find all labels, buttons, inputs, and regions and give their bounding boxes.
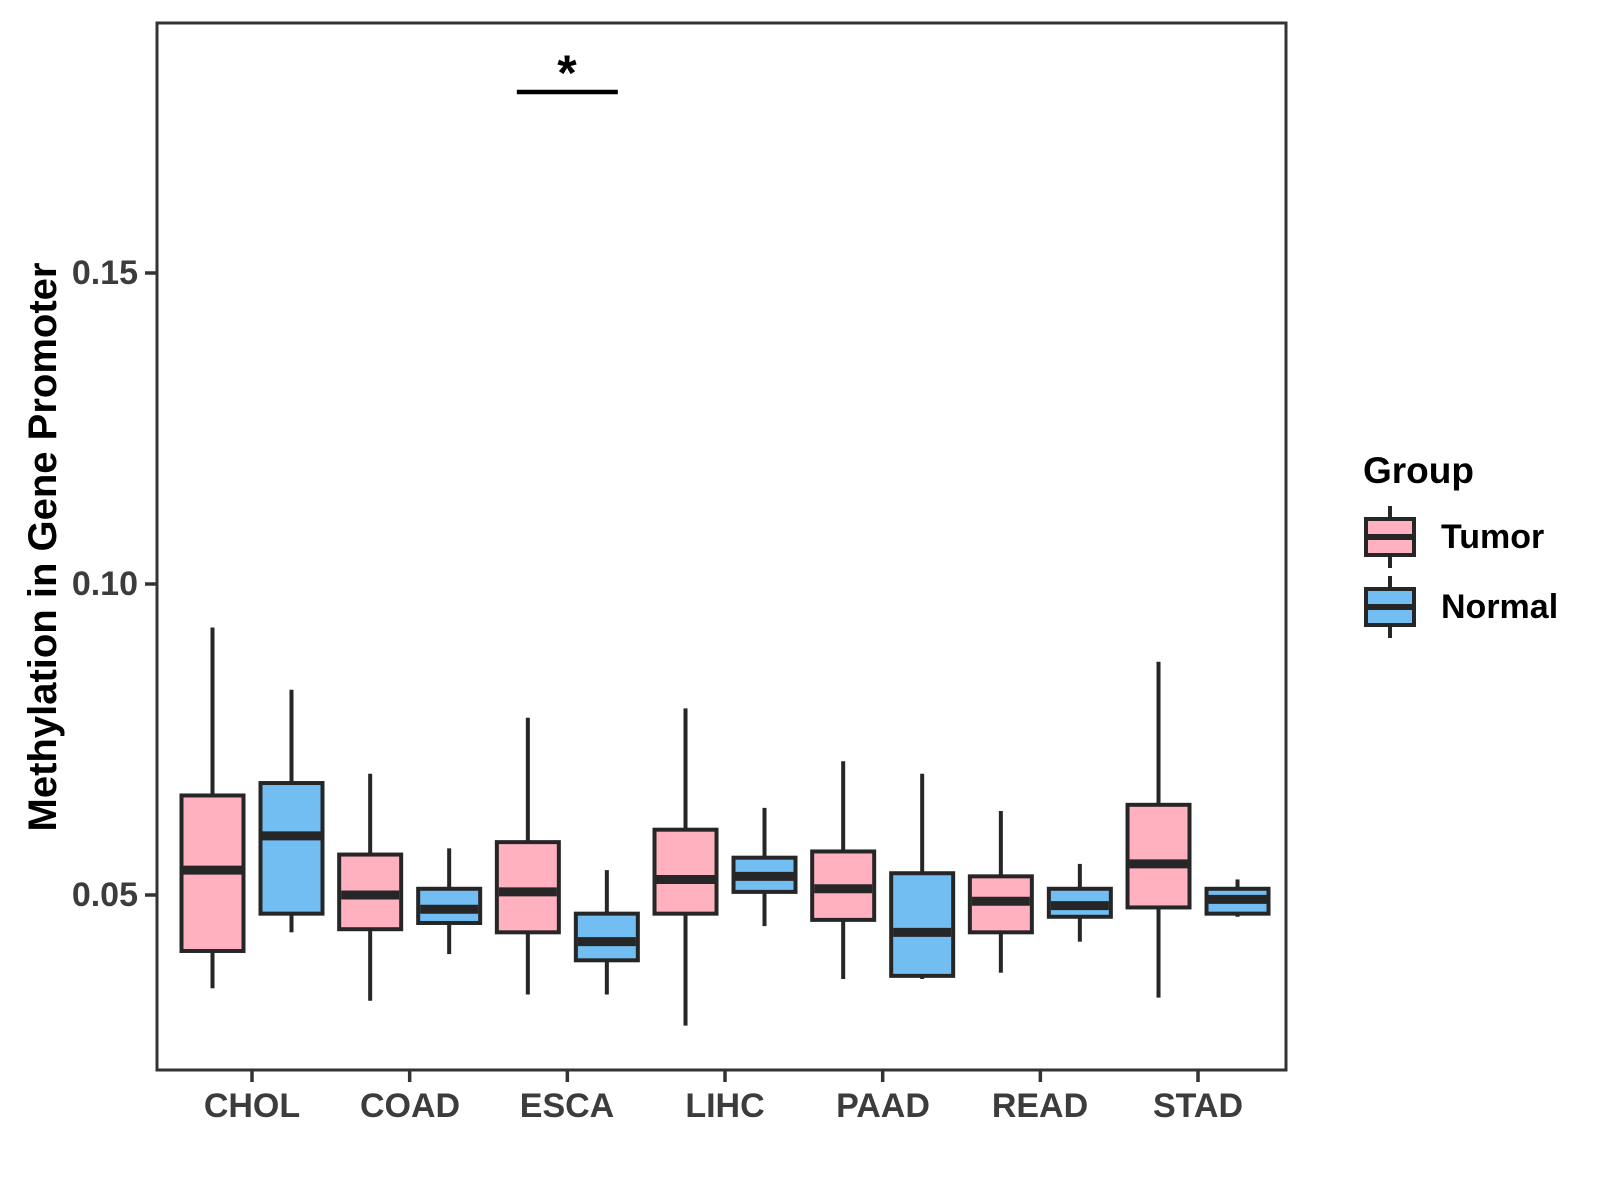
x-tick-label-coad: COAD xyxy=(359,1087,461,1125)
box-ESCA-Normal xyxy=(573,870,640,995)
boxplot-glyph-icon xyxy=(1364,576,1416,638)
box-COAD-Normal xyxy=(416,848,483,955)
legend-label-tumor: Tumor xyxy=(1441,517,1545,556)
y-tick-label-010: 0.10 xyxy=(71,565,138,603)
box-LIHC-Tumor xyxy=(652,708,719,1026)
x-tick-label-lihc: LIHC xyxy=(685,1087,765,1125)
box-COAD-Tumor xyxy=(337,773,404,1001)
box-PAAD-Normal xyxy=(889,773,956,979)
box-LIHC-Normal xyxy=(731,807,798,927)
box-PAAD-Tumor xyxy=(810,761,877,979)
x-tick-label-chol: CHOL xyxy=(203,1087,301,1125)
box-READ-Normal xyxy=(1046,863,1113,942)
box-CHOL-Tumor xyxy=(179,627,246,989)
significance-asterisk: * xyxy=(557,45,577,101)
x-tick-label-esca: ESCA xyxy=(519,1087,615,1125)
legend-label-normal: Normal xyxy=(1441,587,1559,626)
box-READ-Tumor xyxy=(967,811,1034,973)
x-tick-label-stad: STAD xyxy=(1152,1087,1244,1125)
x-tick-label-paad: PAAD xyxy=(836,1087,930,1125)
boxplot-glyph-icon xyxy=(1364,506,1416,568)
box-ESCA-Tumor xyxy=(494,717,561,995)
box-STAD-Tumor xyxy=(1125,661,1192,998)
legend: Group Tumor Normal xyxy=(1363,450,1558,646)
y-tick-label-005: 0.05 xyxy=(71,876,138,914)
legend-title: Group xyxy=(1363,450,1474,491)
legend-entry-tumor: Tumor xyxy=(1363,506,1558,568)
panel-border xyxy=(155,21,1288,1072)
box-CHOL-Normal xyxy=(258,689,325,933)
x-tick-label-read: READ xyxy=(991,1087,1089,1125)
box-STAD-Normal xyxy=(1204,879,1271,917)
y-tick-label-015: 0.15 xyxy=(71,254,138,292)
legend-entry-normal: Normal xyxy=(1363,576,1558,638)
